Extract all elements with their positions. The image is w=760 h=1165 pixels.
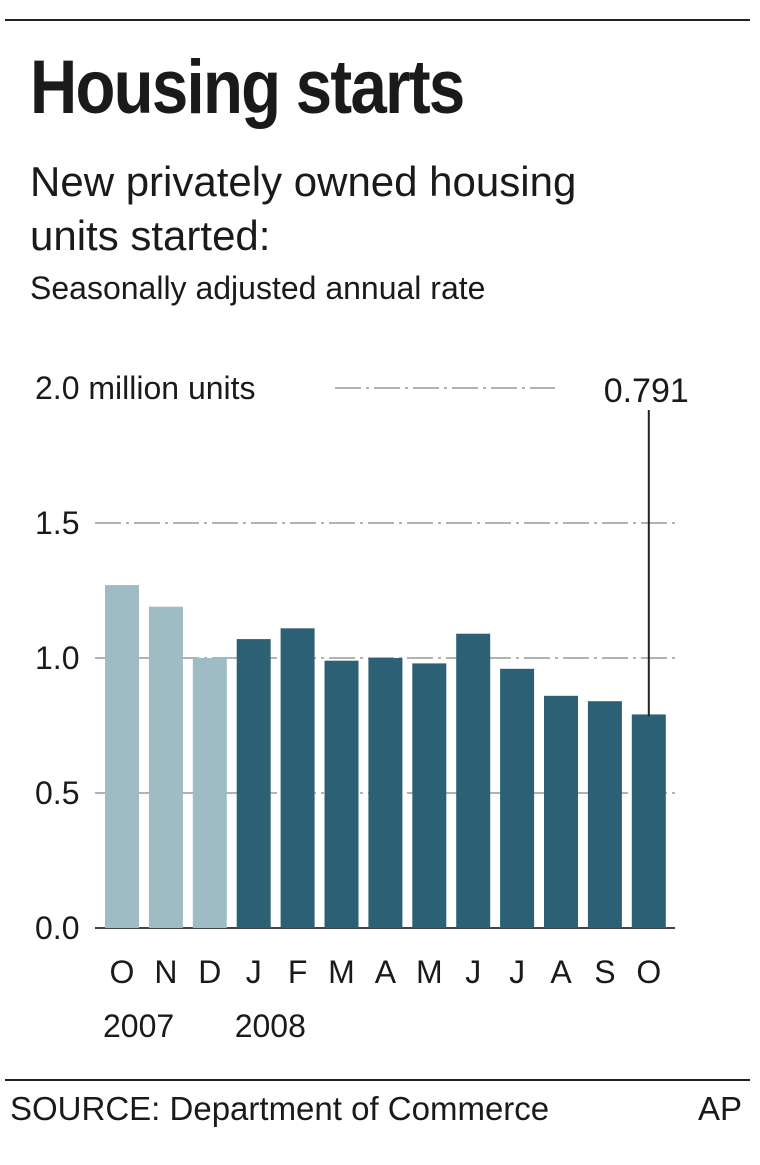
x-tick-label: M	[328, 954, 355, 990]
bar-7	[412, 663, 447, 928]
chart-subtitle: New privately owned housing units starte…	[30, 158, 577, 259]
bar-6	[368, 658, 403, 928]
x-tick-label: S	[594, 954, 615, 990]
x-tick-label: J	[509, 954, 525, 990]
chart-note: Seasonally adjusted annual rate	[30, 270, 486, 306]
x-tick-label: O	[110, 954, 135, 990]
bar-10	[544, 695, 578, 928]
x-tick-label: A	[375, 954, 397, 990]
bar-8	[456, 633, 491, 928]
bar-12	[631, 714, 666, 928]
y-tick-label: 2.0 million units	[35, 370, 256, 406]
bar-5	[324, 660, 359, 928]
y-tick-label: 0.0	[35, 910, 79, 946]
annotation-label: 0.791	[604, 372, 689, 410]
x-tick-label: J	[246, 954, 262, 990]
bar-0	[105, 585, 139, 928]
bar-2	[192, 658, 227, 928]
y-tick-label: 0.5	[35, 775, 79, 811]
x-tick-label: A	[550, 954, 572, 990]
credit-text: AP	[697, 1090, 742, 1127]
year-label: 2007	[103, 1008, 174, 1044]
x-tick-label: D	[198, 954, 221, 990]
x-tick-label: O	[636, 954, 661, 990]
top-rule	[5, 19, 750, 21]
year-label: 2008	[235, 1008, 306, 1044]
x-tick-label: F	[288, 954, 308, 990]
bar-11	[587, 701, 622, 928]
bar-3	[236, 639, 271, 928]
bar-9	[500, 668, 535, 928]
x-tick-label: M	[416, 954, 443, 990]
chart-title: Housing starts	[30, 45, 465, 130]
bottom-rule	[5, 1079, 750, 1081]
y-tick-label: 1.5	[35, 505, 79, 541]
x-tick-label: J	[465, 954, 481, 990]
y-tick-label: 1.0	[35, 640, 79, 676]
bar-4	[280, 628, 315, 928]
x-tick-label: N	[154, 954, 177, 990]
source-text: SOURCE: Department of Commerce	[10, 1090, 550, 1127]
bar-1	[148, 606, 183, 928]
